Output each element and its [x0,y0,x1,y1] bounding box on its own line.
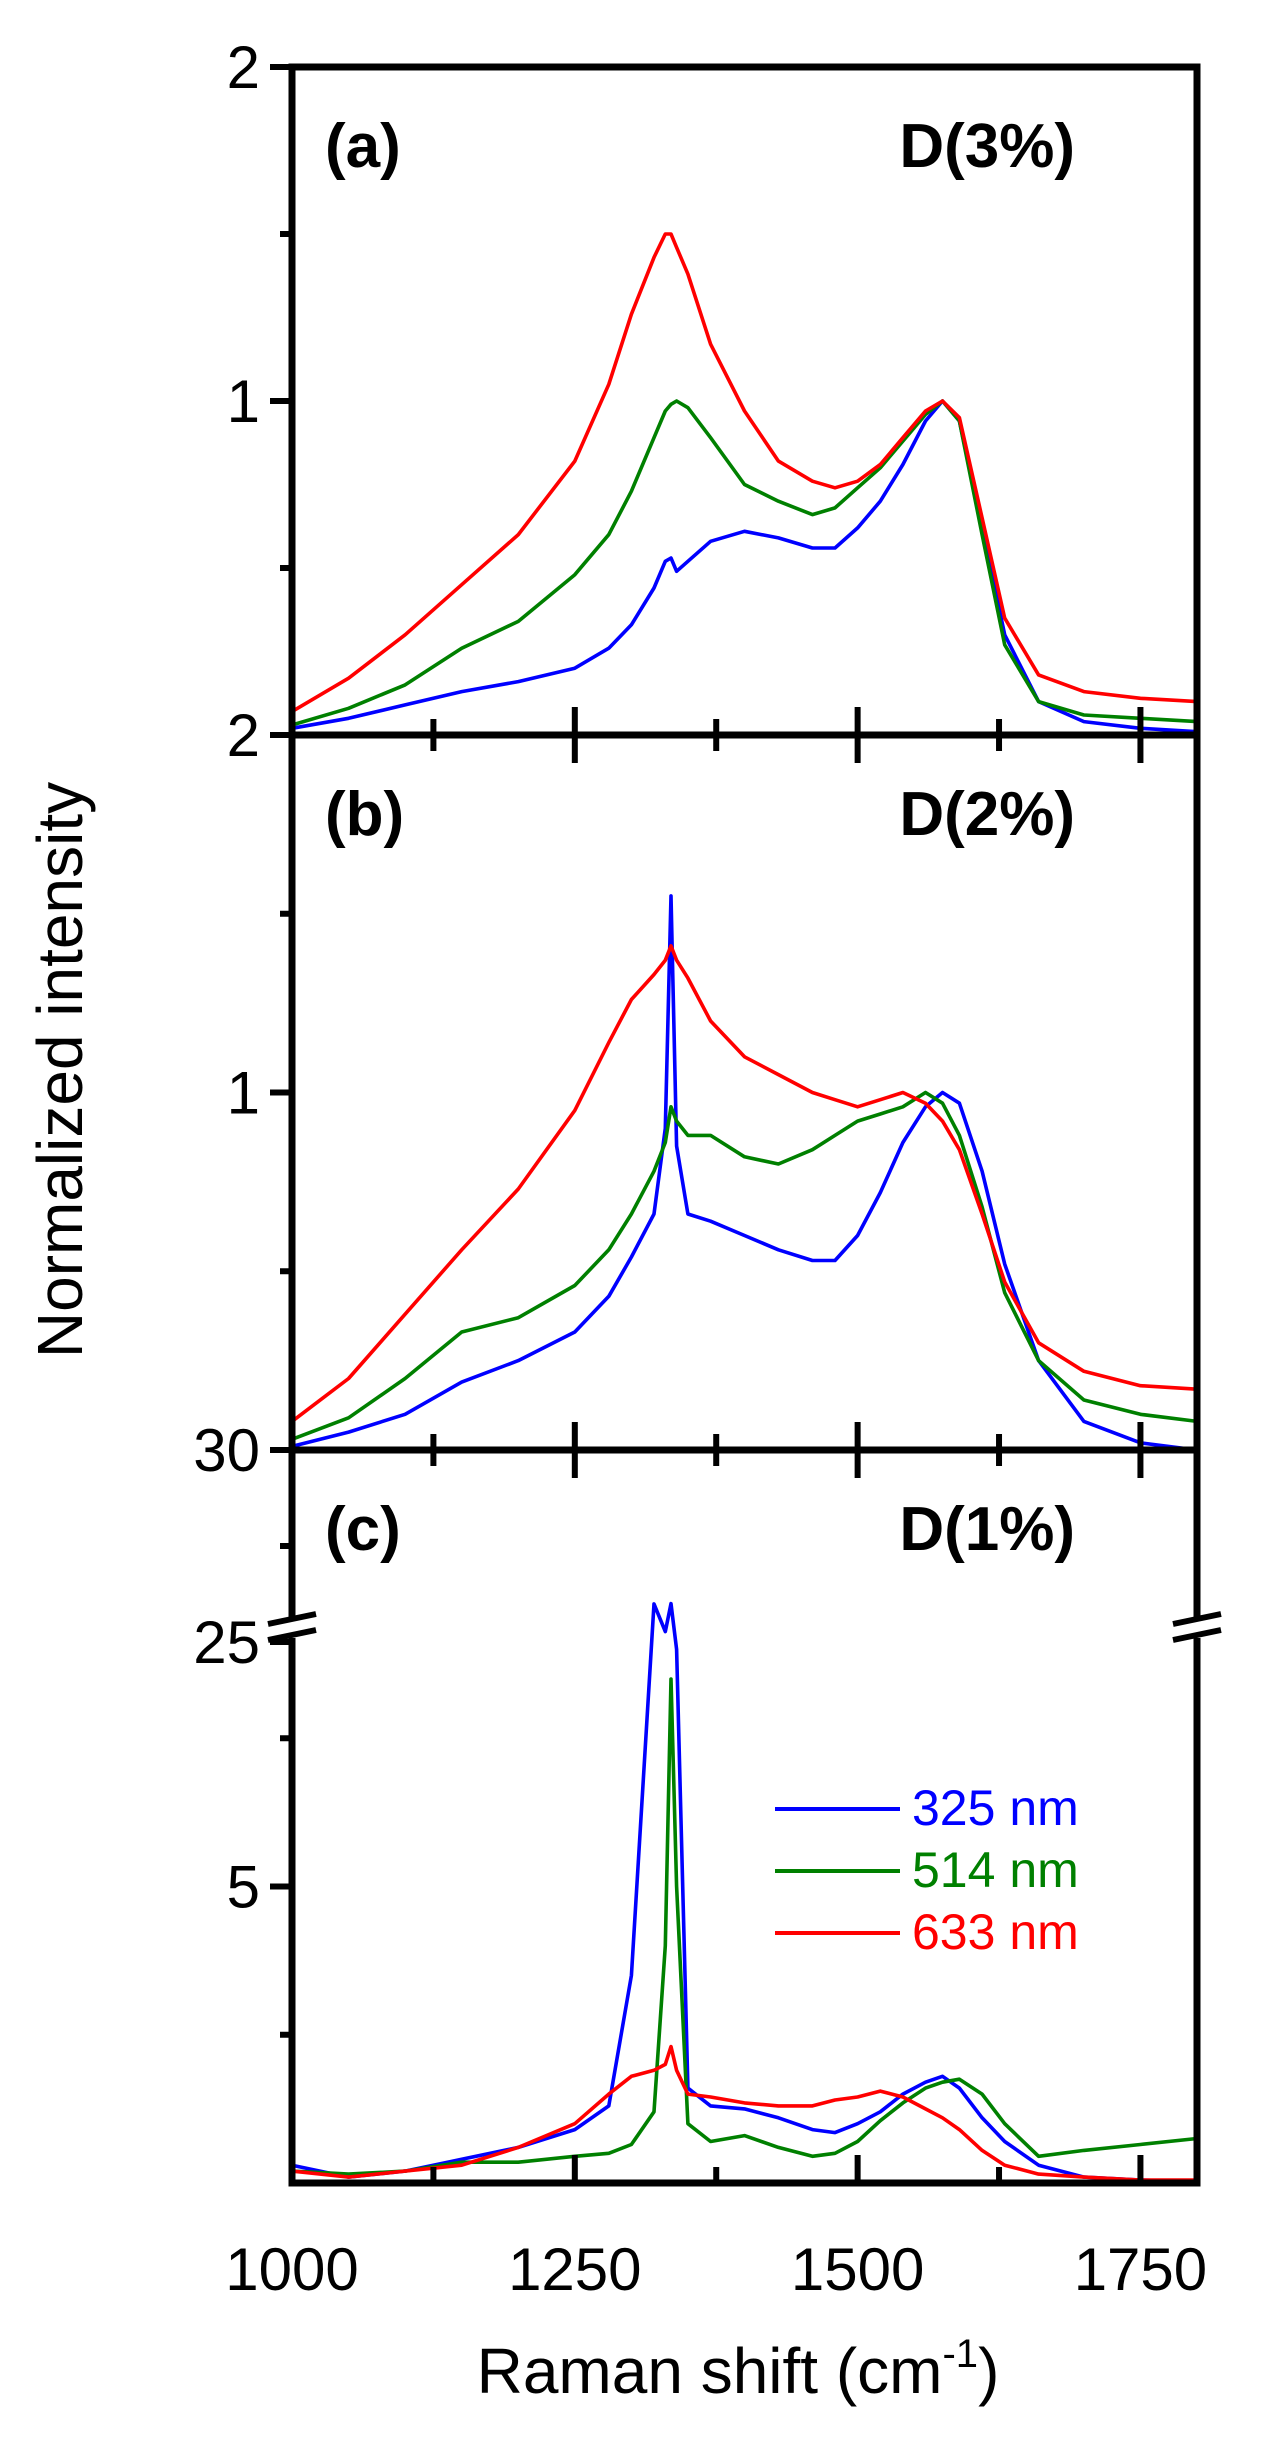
series-line-325-nm-panel-b [290,894,1199,1452]
y-tick-label: 1 [227,368,260,435]
series-line-633-nm-panel-a [290,232,1199,714]
legend-label: 633 nm [912,1904,1079,1960]
y-tick-label: 2 [227,702,260,769]
axis-break-mark [1172,1611,1222,1627]
panel-b: 1 2 (b) D(2%) [227,702,1201,1478]
x-axis-title-superscript: -1 [942,2332,978,2376]
x-axis-title: Raman shift (cm-1) [477,2332,1000,2407]
x-tick-label: 1750 [1074,2236,1207,2303]
y-tick-label: 30 [193,1417,260,1484]
axis-break-mark [267,1611,317,1627]
panel-title: D(1%) [899,1495,1075,1564]
panel-label: (c) [325,1495,401,1564]
x-tick-label: 1250 [508,2236,641,2303]
series-line-514-nm-panel-a [290,399,1199,727]
x-tick-label: 1000 [225,2236,358,2303]
series-line-514-nm-panel-c [290,1677,1199,2176]
y-tick-label: 1 [227,1060,260,1127]
panel-c: 5 25 30 (c) D(1%) 325 nm 514 nm 633 nm [193,1417,1222,2187]
panel-a: 1 2 (a) D(3%) [227,34,1201,763]
legend-label: 325 nm [912,1780,1079,1836]
series-line-633-nm-panel-b [290,944,1199,1424]
panel-title: D(3%) [899,112,1075,181]
panel-frame [288,1446,1201,2187]
axis-break-mark [1172,1627,1222,1643]
series-line-514-nm-panel-b [290,1090,1199,1442]
y-axis-title: Normalized intensity [24,782,96,1358]
panel-title: D(2%) [899,780,1075,849]
legend-label: 514 nm [912,1842,1079,1898]
panel-label: (a) [325,112,401,181]
series-line-633-nm-panel-c [290,2044,1199,2182]
panel-label: (b) [325,780,404,849]
series-line-325-nm-panel-c [290,1601,1199,2184]
x-tick-label: 1500 [791,2236,924,2303]
y-tick-label: 5 [227,1854,260,1921]
y-tick-label: 2 [227,34,260,101]
x-axis-title-end: ) [978,2335,999,2407]
x-axis-title-main: Raman shift (cm [477,2335,943,2407]
axis-break-mark [267,1627,317,1643]
y-tick-label: 25 [193,1609,260,1676]
